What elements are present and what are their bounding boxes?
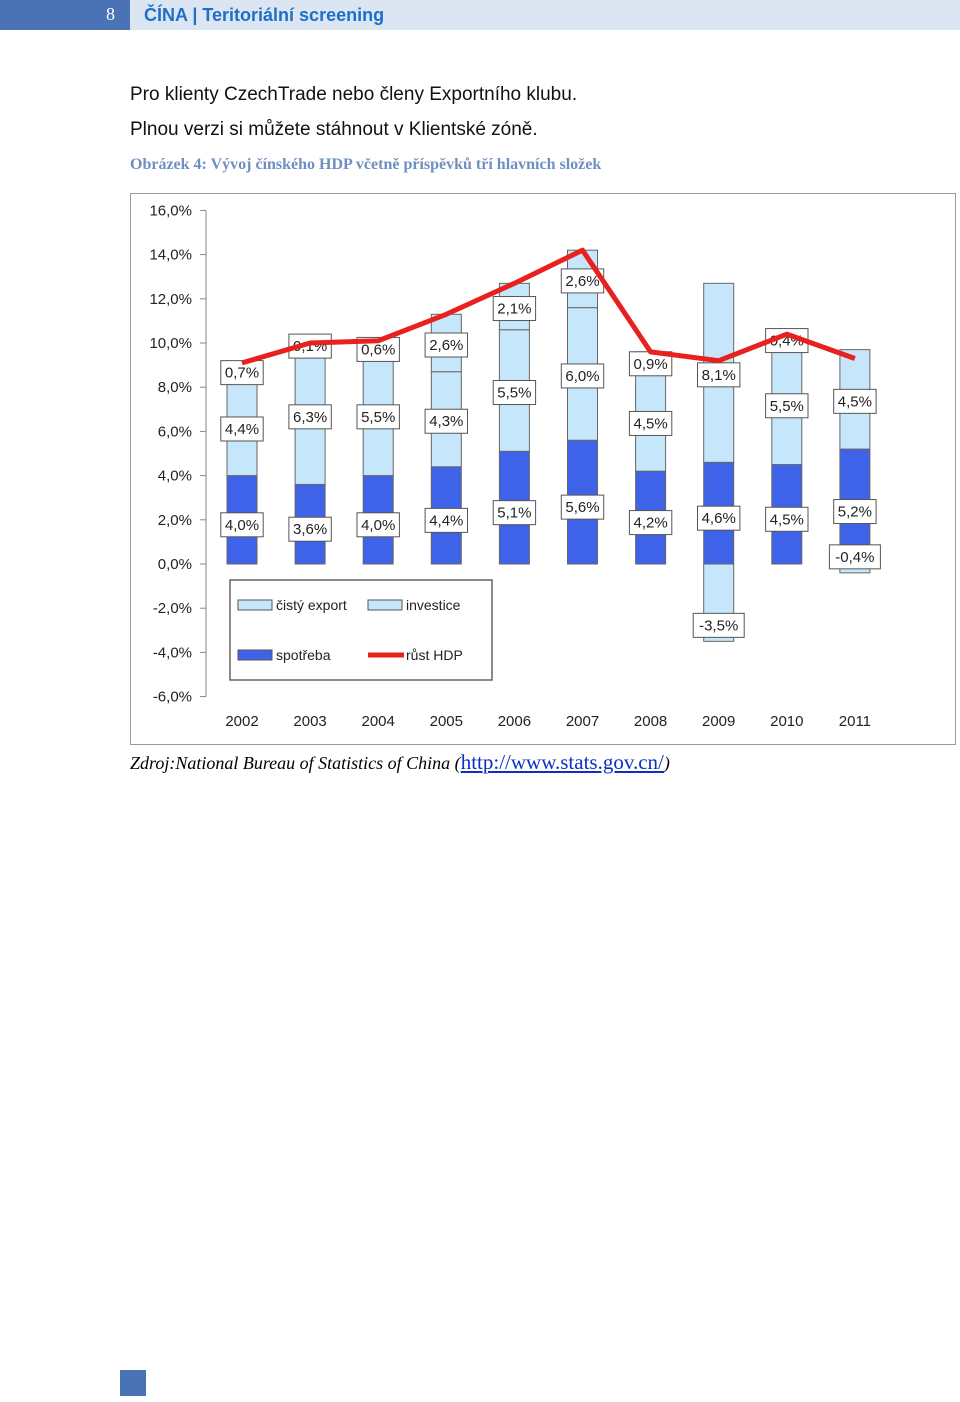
label-cisty-export-box (424, 332, 469, 358)
label-investice: 4,3% (429, 413, 463, 430)
label-investice: 5,5% (497, 385, 531, 402)
label-spotreba-box (833, 499, 877, 525)
label-spotreba: 4,2% (633, 515, 667, 532)
y-tick-label: 16,0% (149, 202, 192, 219)
label-cisty-export: 2,6% (565, 273, 599, 290)
source-text: Zdroj:National Bureau of Statistics of C… (130, 753, 461, 773)
y-tick-label: -2,0% (153, 600, 192, 617)
page-number: 8 (0, 0, 130, 30)
label-spotreba-box (424, 507, 469, 533)
y-tick-label: 4,0% (158, 468, 192, 485)
x-tick-label: 2002 (225, 713, 258, 730)
label-spotreba-box (765, 506, 809, 532)
label-spotreba-box (628, 510, 673, 536)
label-cisty-export: -0,4% (835, 549, 874, 566)
label-investice: 6,0% (565, 368, 599, 385)
label-investice: 4,5% (633, 415, 667, 432)
label-cisty-export: 0,6% (361, 341, 395, 358)
footer-decoration (120, 1370, 146, 1396)
label-cisty-export: 0,9% (633, 356, 667, 373)
label-spotreba-box (356, 512, 400, 538)
label-cisty-export: 2,6% (429, 337, 463, 354)
y-tick-label: -4,0% (153, 644, 192, 661)
x-tick-label: 2010 (770, 713, 803, 730)
source-suffix: ) (663, 753, 670, 773)
gdp-chart: -6,0% -4,0% -2,0% 0,0% 2,0% 4,0% 6,0% 8,0% 10,0%… (149, 202, 881, 730)
x-tick-label: 2007 (566, 713, 599, 730)
label-investice-box (765, 393, 809, 419)
label-spotreba-box (220, 512, 264, 538)
label-spotreba: 4,4% (429, 512, 463, 529)
legend-label-spotreba: spotřeba (276, 647, 331, 663)
label-investice-box (833, 388, 877, 414)
label-spotreba: 5,6% (565, 499, 599, 516)
label-investice: 6,3% (293, 409, 327, 426)
legend (229, 579, 493, 681)
label-investice: 5,5% (361, 409, 395, 426)
legend-swatch-investice (367, 599, 403, 611)
label-spotreba: 4,0% (361, 517, 395, 534)
label-investice-box (288, 404, 332, 430)
x-tick-label: 2005 (430, 713, 463, 730)
label-cisty-export: 0,7% (225, 365, 259, 382)
figure-caption: Obrázek 4: Vývoj čínského HDP včetně pří… (130, 156, 602, 173)
figure-source: Zdroj:National Bureau of Statistics of C… (130, 750, 670, 775)
label-spotreba: 4,5% (770, 511, 804, 528)
page-header-title: ČÍNA | Teritoriální screening (130, 0, 960, 30)
label-spotreba: 5,1% (497, 505, 531, 522)
label-cisty-export-box (220, 360, 264, 386)
y-tick-label: 8,0% (158, 379, 192, 396)
x-tick-label: 2004 (362, 713, 395, 730)
label-spotreba-box (288, 516, 332, 542)
label-investice: 4,4% (225, 421, 259, 438)
y-tick-label: 6,0% (158, 423, 192, 440)
intro-line-2: Plnou verzi si můžete stáhnout v Klients… (130, 119, 538, 140)
y-tick-label: 10,0% (149, 335, 192, 352)
y-tick-label: 14,0% (149, 247, 192, 264)
label-cisty-export: 2,1% (497, 301, 531, 318)
y-tick-label: 12,0% (149, 291, 192, 308)
y-tick-label: 2,0% (158, 512, 192, 529)
label-investice-box (356, 404, 400, 430)
legend-swatch-spotreba (237, 649, 273, 661)
label-investice: 8,1% (702, 367, 736, 384)
label-investice-box (628, 410, 673, 436)
label-investice: 5,5% (770, 398, 804, 415)
label-spotreba: 5,2% (838, 504, 872, 521)
x-tick-label: 2003 (293, 713, 326, 730)
label-spotreba: 4,0% (225, 517, 259, 534)
label-investice-box (697, 362, 741, 388)
legend-label-cisty-export: čistý export (276, 597, 347, 613)
label-spotreba: 4,6% (702, 510, 736, 527)
legend-label-rust-hdp: růst HDP (406, 647, 463, 663)
label-investice: 4,5% (838, 393, 872, 410)
label-investice-box (492, 380, 537, 406)
label-spotreba-box (492, 500, 537, 526)
label-spotreba: 3,6% (293, 521, 327, 538)
label-cisty-export: -3,5% (699, 617, 738, 634)
x-tick-label: 2009 (702, 713, 735, 730)
y-tick-label: -6,0% (153, 689, 192, 706)
source-link[interactable]: http://www.stats.gov.cn/ (460, 750, 664, 774)
label-investice-box (424, 408, 469, 434)
legend-label-investice: investice (406, 597, 461, 613)
x-tick-label: 2008 (634, 713, 667, 730)
label-spotreba-box (697, 505, 741, 531)
line-rust-hdp (241, 247, 856, 366)
x-tick-label: 2006 (498, 713, 531, 730)
label-spotreba-box (560, 494, 605, 520)
label-investice-box (560, 363, 605, 389)
intro-line-1: Pro klienty CzechTrade nebo členy Export… (130, 84, 578, 105)
label-cisty-export-box (692, 612, 745, 638)
x-tick-label: 2011 (839, 713, 871, 730)
label-cisty-export-box (828, 544, 881, 570)
label-investice-box (220, 416, 264, 442)
label-cisty-export-box (492, 296, 537, 322)
chart-frame (130, 193, 956, 745)
y-tick-label: 0,0% (158, 556, 192, 573)
legend-swatch-cisty-export (237, 599, 273, 611)
